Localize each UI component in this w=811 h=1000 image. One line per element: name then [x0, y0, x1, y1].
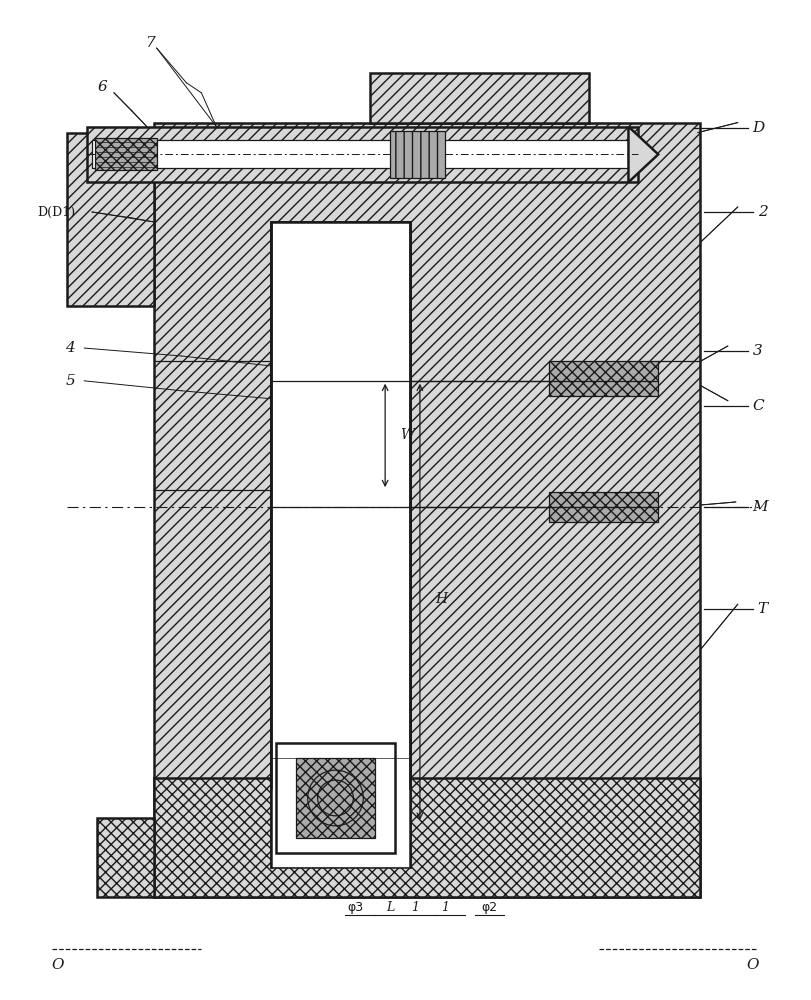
Polygon shape [371, 73, 589, 123]
Polygon shape [67, 133, 154, 306]
Text: 2: 2 [757, 205, 767, 219]
Polygon shape [154, 778, 700, 897]
Text: D(D1): D(D1) [37, 205, 75, 218]
Polygon shape [95, 138, 157, 170]
Polygon shape [390, 131, 444, 178]
Text: M: M [753, 500, 768, 514]
Text: 1: 1 [440, 901, 448, 914]
Polygon shape [549, 492, 659, 522]
Text: T: T [757, 602, 768, 616]
Polygon shape [92, 140, 633, 168]
Text: 6: 6 [97, 80, 107, 94]
Polygon shape [88, 127, 638, 182]
Text: D: D [753, 121, 765, 135]
Text: L: L [386, 901, 394, 914]
Text: 3: 3 [753, 344, 762, 358]
Polygon shape [629, 127, 659, 182]
Text: H: H [435, 592, 447, 606]
Text: C: C [753, 399, 764, 413]
Text: O: O [746, 958, 759, 972]
Text: φ3: φ3 [347, 901, 363, 914]
Text: O: O [51, 958, 63, 972]
Text: φ2: φ2 [482, 901, 497, 914]
Polygon shape [549, 361, 659, 396]
Polygon shape [271, 222, 410, 867]
Text: 7: 7 [145, 36, 155, 50]
Polygon shape [154, 123, 700, 897]
Polygon shape [271, 222, 410, 788]
Polygon shape [271, 758, 410, 867]
Polygon shape [97, 818, 154, 897]
Polygon shape [296, 758, 375, 838]
Text: 5: 5 [66, 374, 75, 388]
Text: 1: 1 [411, 901, 419, 914]
Text: 4: 4 [66, 341, 75, 355]
Text: W: W [400, 428, 414, 442]
Polygon shape [271, 222, 410, 788]
